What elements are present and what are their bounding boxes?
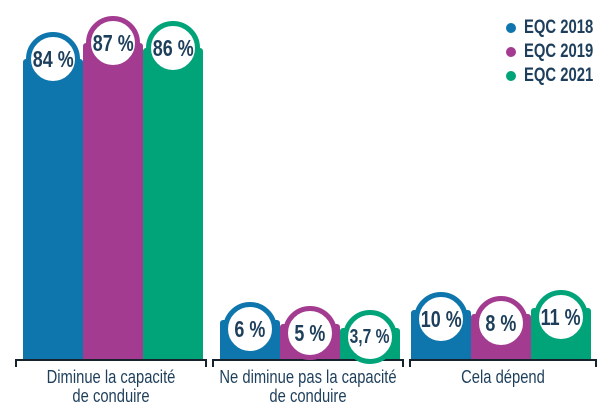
axis-bracket-group3 (409, 359, 597, 367)
category-label-group3: Cela dépend (369, 368, 610, 387)
value-badge: 11 % (534, 290, 588, 344)
value-badge: 5 % (283, 306, 337, 360)
axis-bracket-group2 (212, 359, 404, 367)
value-label: 3,7 % (350, 325, 390, 348)
legend-dot-eqc-2021 (506, 71, 516, 81)
legend-item: EQC 2021 (506, 64, 610, 88)
legend-item: EQC 2018 (506, 16, 610, 40)
bar-eqc-2019-group1 (83, 43, 143, 359)
value-label: 5 % (294, 319, 326, 346)
value-badge: 3,7 % (343, 310, 397, 364)
value-badge: 84 % (26, 32, 80, 86)
category-label-line: Diminue la capacité (46, 367, 176, 387)
value-badge: 87 % (86, 16, 140, 70)
category-label-line: Cela dépend (461, 367, 545, 387)
value-badge: 6 % (223, 302, 277, 356)
legend-label: EQC 2018 (524, 17, 594, 38)
value-label: 87 % (92, 29, 134, 56)
legend-label: EQC 2019 (524, 41, 594, 62)
legend: EQC 2018 EQC 2019 EQC 2021 (506, 16, 610, 88)
category-label-line: de conduire (72, 386, 150, 406)
category-label-line: Ne diminue pas la capacité (219, 367, 397, 387)
value-label: 86 % (152, 34, 194, 61)
value-badge: 10 % (414, 292, 468, 346)
category-label-group2: Ne diminue pas la capacité de conduire (172, 368, 444, 406)
legend-dot-eqc-2018 (506, 23, 516, 33)
axis-bracket-group1 (15, 359, 207, 367)
category-label-line: de conduire (269, 386, 347, 406)
bar-eqc-2018-group1 (23, 59, 83, 359)
legend-label: EQC 2021 (524, 65, 594, 86)
legend-item: EQC 2019 (506, 40, 610, 64)
bar-eqc-2021-group1 (143, 48, 203, 359)
value-label: 84 % (32, 45, 74, 72)
value-label: 10 % (420, 305, 462, 332)
category-label-group1: Diminue la capacité de conduire (0, 368, 247, 406)
value-label: 8 % (485, 309, 517, 336)
value-label: 11 % (541, 303, 581, 330)
value-badge: 8 % (474, 296, 528, 350)
legend-dot-eqc-2019 (506, 47, 516, 57)
value-label: 6 % (234, 315, 266, 342)
value-badge: 86 % (146, 21, 200, 75)
